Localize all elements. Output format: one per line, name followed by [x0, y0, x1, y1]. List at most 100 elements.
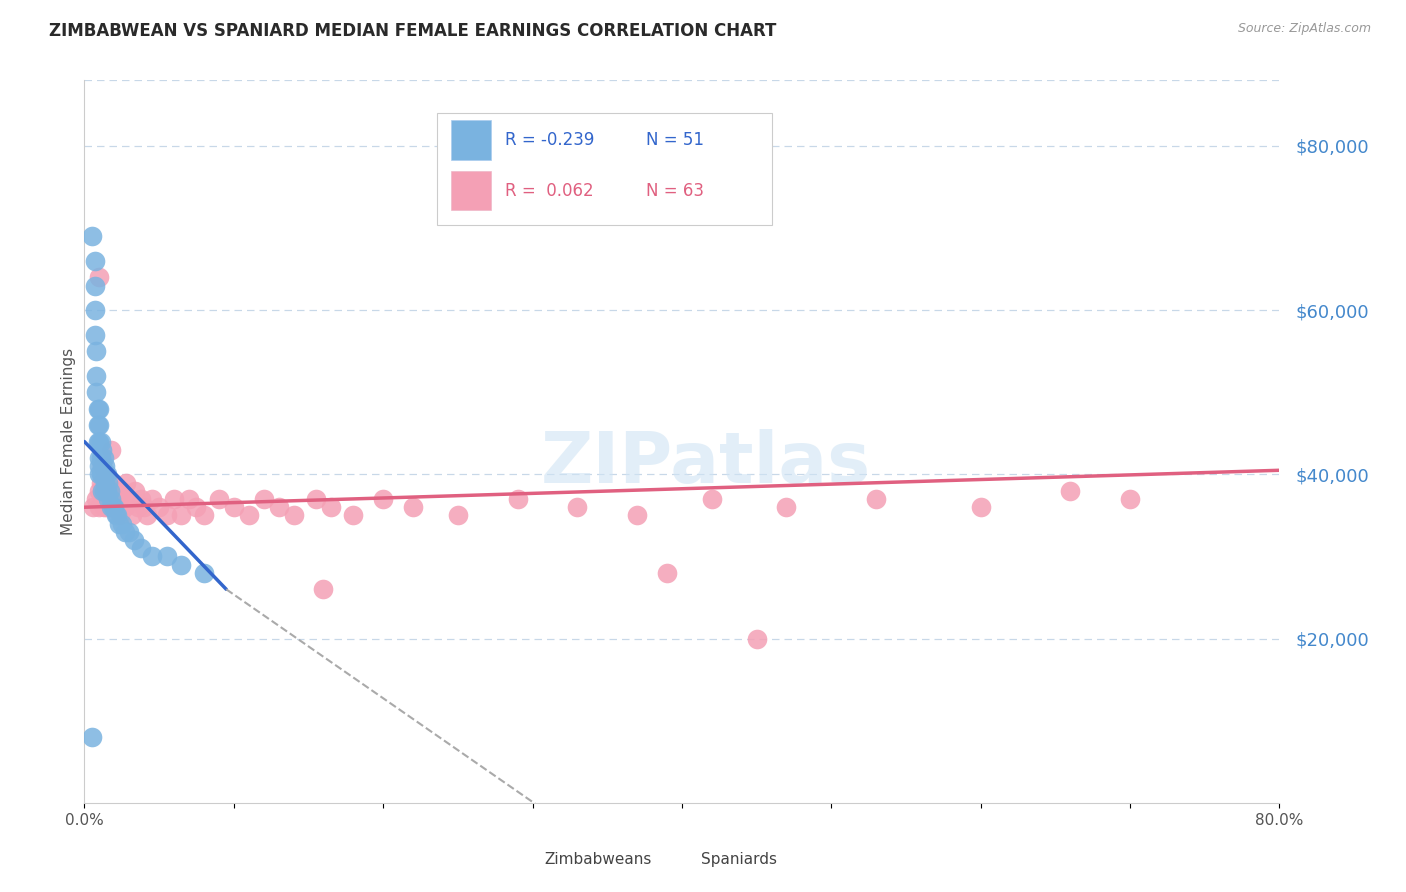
FancyBboxPatch shape [451, 170, 491, 211]
Point [114, 500, 136, 515]
Point [89, 483, 111, 498]
Point [89, 500, 111, 515]
Point [90, 450, 112, 465]
Text: Zimbabweans: Zimbabweans [544, 852, 652, 867]
Point [93, 450, 115, 465]
Point [567, 500, 589, 515]
Point [80, 229, 103, 244]
Point [89, 459, 111, 474]
Point [89, 467, 111, 482]
Point [89, 401, 111, 416]
Text: R = -0.239: R = -0.239 [505, 131, 595, 149]
Y-axis label: Median Female Earnings: Median Female Earnings [60, 348, 76, 535]
Point [170, 508, 193, 523]
Point [103, 483, 125, 498]
Point [91, 483, 114, 498]
Point [93, 483, 115, 498]
Point [91, 467, 114, 482]
Point [186, 500, 208, 515]
Point [107, 491, 129, 506]
Point [87, 434, 110, 449]
Point [91, 459, 114, 474]
Point [136, 508, 159, 523]
Point [745, 632, 768, 646]
Point [89, 434, 111, 449]
Text: Spaniards: Spaniards [702, 852, 778, 867]
Point [121, 508, 143, 523]
Point [97, 483, 120, 498]
Point [148, 500, 170, 515]
Point [97, 475, 120, 490]
Point [96, 467, 118, 482]
Point [238, 508, 260, 523]
Point [96, 483, 118, 498]
Point [100, 442, 122, 457]
Point [86, 491, 108, 506]
Point [129, 541, 152, 556]
FancyBboxPatch shape [515, 850, 538, 868]
Point [89, 270, 111, 285]
Point [94, 475, 117, 490]
Point [115, 475, 138, 490]
Point [127, 500, 149, 515]
Point [91, 442, 114, 457]
Point [111, 516, 134, 531]
Point [103, 500, 125, 515]
Text: N = 63: N = 63 [647, 182, 704, 200]
Point [177, 491, 200, 506]
Point [163, 491, 186, 506]
Point [141, 549, 163, 564]
Point [312, 582, 335, 597]
Point [87, 401, 110, 416]
Point [100, 500, 122, 515]
Text: R =  0.062: R = 0.062 [505, 182, 593, 200]
Point [114, 524, 136, 539]
Point [94, 459, 117, 474]
FancyBboxPatch shape [671, 850, 695, 868]
Point [305, 491, 328, 506]
Point [89, 450, 111, 465]
Point [86, 368, 108, 383]
Point [93, 467, 115, 482]
Point [319, 500, 342, 515]
Point [1059, 483, 1081, 498]
Point [208, 491, 231, 506]
Point [110, 508, 132, 523]
Point [506, 491, 529, 506]
Point [89, 418, 111, 433]
Point [105, 483, 128, 498]
Point [82, 500, 104, 515]
Text: Source: ZipAtlas.com: Source: ZipAtlas.com [1237, 22, 1371, 36]
Point [83, 253, 105, 268]
Point [122, 533, 145, 547]
Point [104, 500, 127, 515]
Point [80, 730, 103, 744]
Point [141, 491, 163, 506]
Point [101, 475, 124, 490]
Point [90, 467, 112, 482]
Point [86, 385, 108, 400]
Point [83, 303, 105, 318]
Point [97, 491, 120, 506]
Point [90, 434, 112, 449]
Point [155, 549, 177, 564]
Point [90, 475, 112, 490]
Point [96, 500, 118, 515]
Point [193, 508, 215, 523]
Point [193, 566, 215, 580]
Point [118, 524, 141, 539]
Point [104, 508, 127, 523]
Point [91, 459, 114, 474]
Point [447, 508, 470, 523]
Point [970, 500, 993, 515]
Point [253, 491, 276, 506]
Point [83, 327, 105, 342]
Point [105, 508, 128, 523]
Point [155, 508, 177, 523]
Point [373, 491, 395, 506]
Point [98, 500, 121, 515]
Text: N = 51: N = 51 [647, 131, 704, 149]
Point [86, 344, 108, 359]
Point [222, 500, 245, 515]
Point [626, 508, 648, 523]
